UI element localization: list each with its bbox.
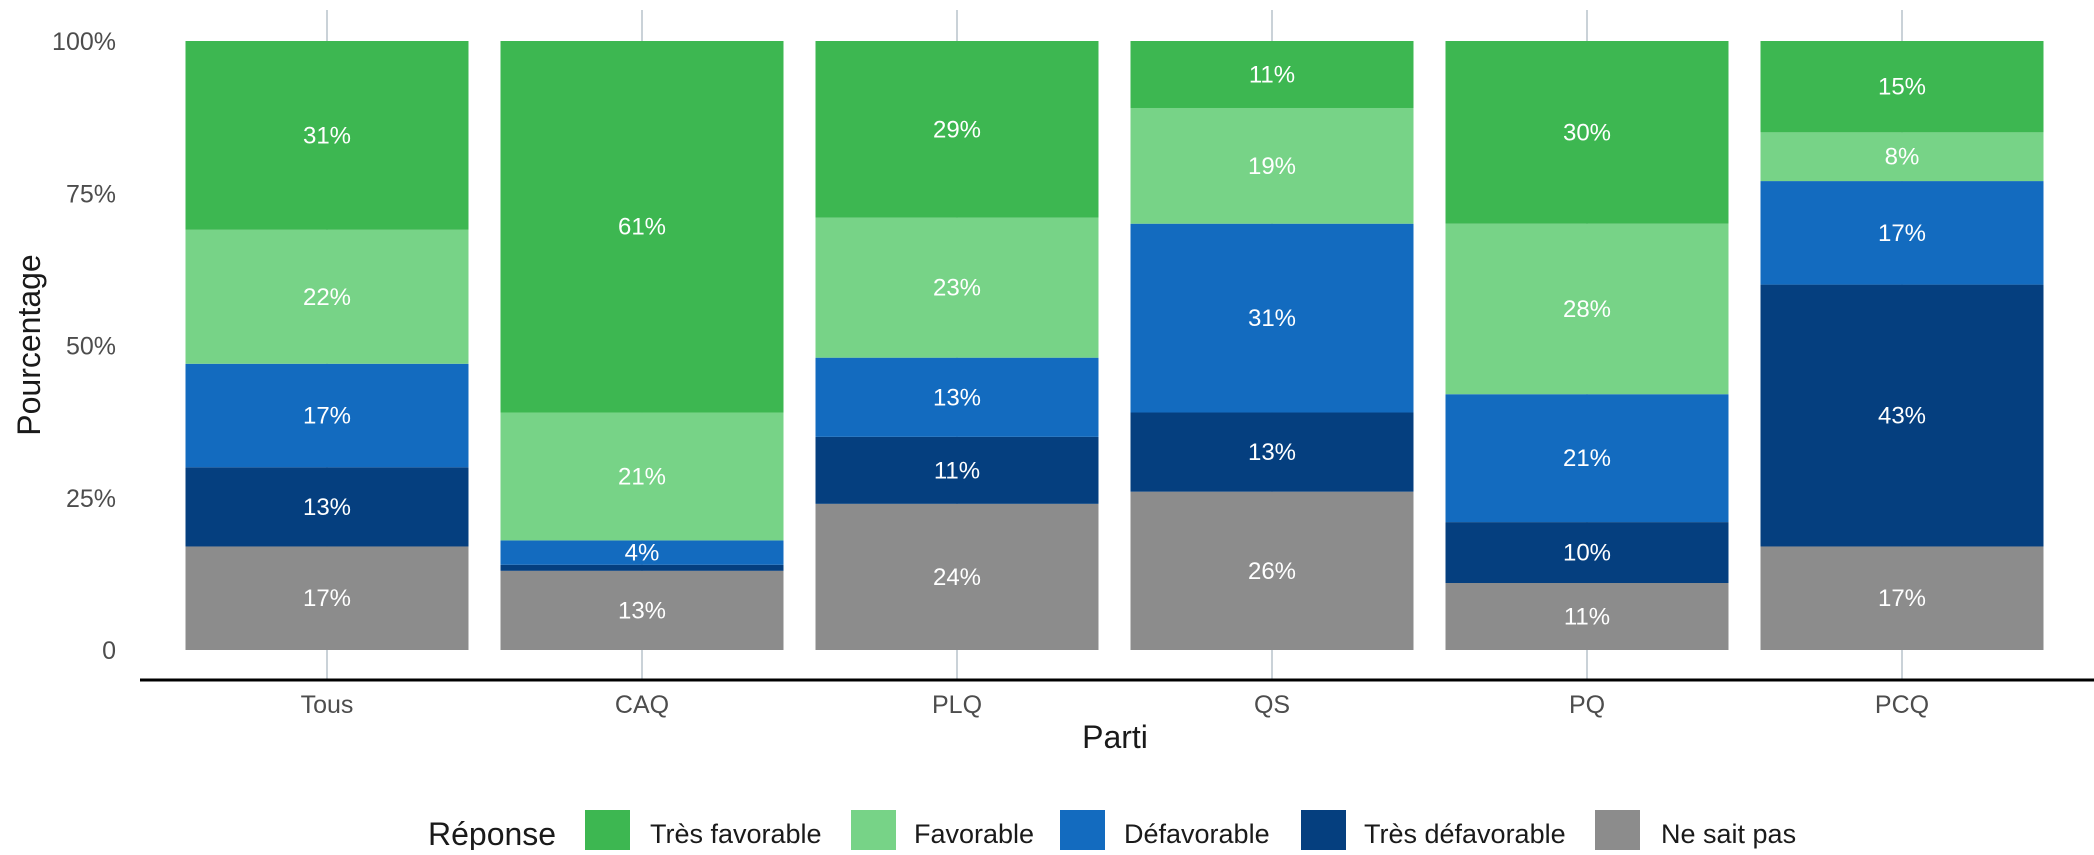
y-tick-label: 0 <box>102 637 116 665</box>
data-label: 23% <box>933 275 981 302</box>
legend-label: Favorable <box>914 819 1034 849</box>
data-label: 13% <box>303 494 351 521</box>
data-label: 10% <box>1563 540 1611 567</box>
y-tick-label: 50% <box>66 333 116 361</box>
bar-segment <box>500 540 784 565</box>
bar-segment <box>815 503 1099 650</box>
bar-segment <box>1760 284 2044 547</box>
bar-segment <box>815 217 1099 358</box>
legend-label: Très favorable <box>650 819 822 849</box>
bar-segment <box>815 41 1099 218</box>
bar-segment <box>185 546 469 650</box>
legend-swatch <box>851 810 896 855</box>
data-label: 31% <box>1248 305 1296 332</box>
bar-segment <box>185 467 469 547</box>
bar-segment <box>1445 583 1729 650</box>
legend-swatch <box>1060 810 1105 855</box>
data-label: 15% <box>1878 74 1926 101</box>
data-label: 30% <box>1563 119 1611 146</box>
bar-segment <box>1130 41 1414 108</box>
data-label: 11% <box>1564 604 1610 631</box>
legend-label: Ne sait pas <box>1661 819 1796 849</box>
x-axis-ticks: Tous CAQ PLQ QS PQ PCQ <box>301 691 1930 719</box>
x-tick-label: QS <box>1254 691 1290 719</box>
data-label: 4% <box>625 540 660 567</box>
data-label: 31% <box>303 122 351 149</box>
y-tick-label: 100% <box>52 28 116 56</box>
data-label: 13% <box>618 597 666 624</box>
bar-segment <box>1760 41 2044 133</box>
x-tick-label: PQ <box>1569 691 1605 719</box>
data-label: 21% <box>1563 445 1611 472</box>
bar-segment <box>500 570 784 650</box>
bar-segment <box>1760 181 2044 285</box>
bar-segment <box>185 41 469 230</box>
y-tick-label: 25% <box>66 485 116 513</box>
y-axis-ticks: 0 25% 50% 75% 100% <box>52 28 116 665</box>
data-label: 17% <box>303 585 351 612</box>
legend-swatch <box>1301 810 1346 855</box>
bar-segment <box>1760 546 2044 650</box>
data-label: 17% <box>1878 220 1926 247</box>
data-label: 28% <box>1563 296 1611 323</box>
data-label: 21% <box>618 463 666 490</box>
legend-swatch <box>1595 810 1640 855</box>
bars <box>185 41 2044 650</box>
bar-segment <box>1445 522 1729 584</box>
x-tick-label: PLQ <box>932 691 982 719</box>
data-label: 17% <box>1878 585 1926 612</box>
data-label: 11% <box>1249 61 1295 88</box>
legend-label: Très défavorable <box>1364 819 1566 849</box>
bar-segment <box>185 229 469 364</box>
bar-segment <box>1445 41 1729 224</box>
data-label: 19% <box>1248 153 1296 180</box>
data-label: 43% <box>1878 403 1926 430</box>
data-label: 26% <box>1248 558 1296 585</box>
x-tick-label: Tous <box>301 691 354 719</box>
data-label: 11% <box>934 457 980 484</box>
bar-segment <box>1130 491 1414 650</box>
data-label: 13% <box>933 384 981 411</box>
data-label: 29% <box>933 116 981 143</box>
bar-segment <box>815 357 1099 437</box>
bar-segment <box>1760 132 2044 182</box>
data-label: 8% <box>1885 144 1920 171</box>
bar-segment <box>500 564 784 571</box>
x-axis-title: Parti <box>1082 719 1148 755</box>
bar-segment <box>185 363 469 468</box>
x-tick-label: PCQ <box>1875 691 1929 719</box>
bar-segment <box>1445 223 1729 395</box>
legend-label: Défavorable <box>1124 819 1270 849</box>
y-tick-label: 75% <box>66 180 116 208</box>
data-label: 61% <box>618 214 666 241</box>
data-label: 24% <box>933 564 981 591</box>
bar-segment <box>1130 107 1414 224</box>
bar-segment <box>815 436 1099 504</box>
bar-segment <box>500 41 784 413</box>
bar-segment <box>1130 412 1414 492</box>
legend-title: Réponse <box>428 816 556 850</box>
legend: Réponse Très favorable Favorable Défavorab… <box>428 810 1796 855</box>
data-label: 13% <box>1248 439 1296 466</box>
data-label: 22% <box>303 284 351 311</box>
y-axis-title: Pourcentage <box>11 254 47 435</box>
segment-labels: 17% 13% 17% 22% 31% 13% 4% 21% 61% 24% 11% 13% 23% 29… <box>303 61 1926 630</box>
bar-segment <box>500 412 784 541</box>
x-tick-label: CAQ <box>615 691 669 719</box>
legend-swatch <box>585 810 630 855</box>
data-label: 17% <box>303 403 351 430</box>
bar-segment <box>1445 394 1729 523</box>
bar-segment <box>1130 223 1414 413</box>
